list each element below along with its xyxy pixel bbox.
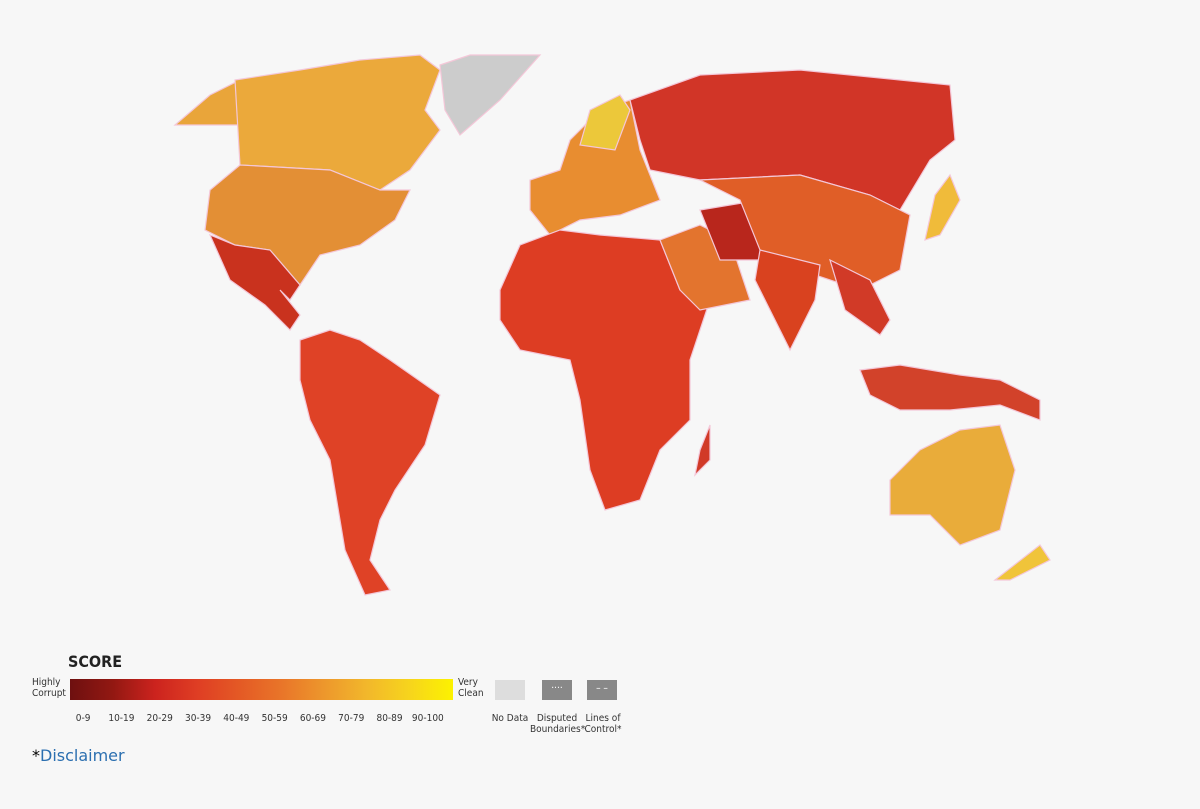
disclaimer-link[interactable]: Disclaimer bbox=[40, 746, 125, 765]
disputed-swatch: ···· bbox=[542, 680, 572, 700]
indonesia bbox=[859, 364, 1041, 421]
no-data-swatch bbox=[495, 680, 525, 700]
china bbox=[697, 174, 911, 291]
australia bbox=[889, 424, 1016, 546]
range-label: 0-9 bbox=[75, 713, 91, 724]
no-data-label: No Data bbox=[491, 713, 529, 724]
legend-title: SCORE bbox=[68, 652, 123, 671]
asterisk: * bbox=[32, 746, 40, 765]
madagascar bbox=[694, 424, 711, 477]
color-scale bbox=[70, 679, 453, 700]
control-label: Lines of Control* bbox=[584, 713, 622, 735]
scandinavia bbox=[579, 94, 631, 151]
range-label: 50-59 bbox=[261, 713, 288, 724]
africa bbox=[499, 229, 711, 511]
greenland bbox=[439, 54, 542, 136]
footer: *Disclaimer bbox=[32, 746, 125, 765]
europe bbox=[529, 99, 661, 236]
disputed-label: Disputed Boundaries* bbox=[530, 713, 586, 735]
range-label: 80-89 bbox=[376, 713, 403, 724]
range-label: 40-49 bbox=[223, 713, 250, 724]
india bbox=[754, 249, 821, 352]
high-label: Very Clean bbox=[458, 677, 484, 699]
range-label: 70-79 bbox=[338, 713, 365, 724]
south-america bbox=[299, 329, 441, 596]
low-label: Highly Corrupt bbox=[32, 677, 66, 699]
range-label: 60-69 bbox=[299, 713, 326, 724]
southeast-asia bbox=[829, 258, 891, 336]
world-map bbox=[173, 54, 1051, 596]
japan bbox=[924, 173, 961, 241]
control-swatch: – – bbox=[587, 680, 617, 700]
range-label: 30-39 bbox=[184, 713, 212, 724]
new-zealand bbox=[993, 544, 1051, 581]
range-label: 10-19 bbox=[108, 713, 135, 724]
russia bbox=[629, 69, 956, 211]
central-america bbox=[208, 233, 301, 331]
range-label: 20-29 bbox=[146, 713, 173, 724]
range-label: 90-100 bbox=[411, 713, 444, 724]
